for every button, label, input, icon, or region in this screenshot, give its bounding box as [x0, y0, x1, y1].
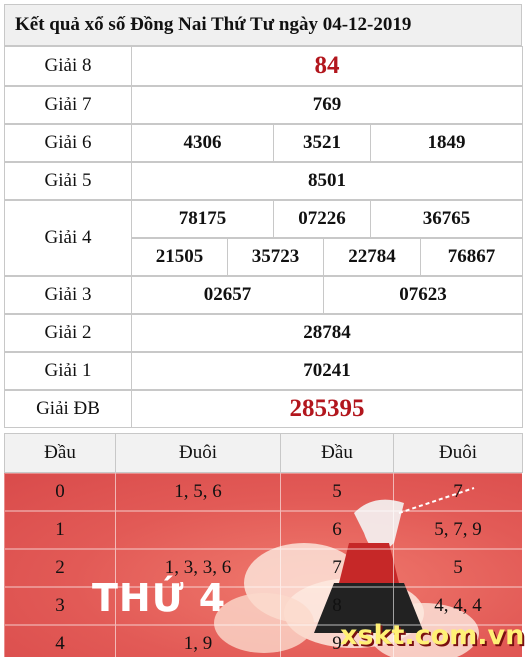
prize-number: 28784 [131, 314, 523, 352]
loto-cell: 1, 5, 6 [115, 473, 281, 511]
prize-number: 36765 [370, 200, 523, 238]
prize-number: 769 [131, 86, 523, 124]
prize-number: 70241 [131, 352, 523, 390]
prize-number: 4306 [131, 124, 274, 162]
prize-number: 78175 [131, 200, 274, 238]
prize-name: Giải ĐB [4, 390, 132, 428]
prize-number: 02657 [131, 276, 324, 314]
prize-name: Giải 2 [4, 314, 132, 352]
prize-number: 285395 [131, 390, 523, 428]
loto-cell: 7 [393, 473, 523, 511]
prize-number: 35723 [227, 238, 324, 276]
loto-header: Đuôi [115, 433, 281, 473]
prize-number: 07226 [273, 200, 371, 238]
prize-name: Giải 6 [4, 124, 132, 162]
prize-number: 1849 [370, 124, 523, 162]
illustration [214, 487, 479, 657]
loto-cell: 1, 9 [115, 625, 281, 657]
loto-cell [393, 625, 523, 657]
loto-header: Đuôi [393, 433, 523, 473]
loto-cell: 4 [4, 625, 116, 657]
prize-number: 21505 [131, 238, 228, 276]
banner-day: THỨ 4 [92, 576, 227, 620]
loto-cell: 5, 7, 9 [393, 511, 523, 549]
prize-name: Giải 1 [4, 352, 132, 390]
prize-name: Giải 3 [4, 276, 132, 314]
loto-header: Đầu [280, 433, 394, 473]
prize-number: 07623 [323, 276, 523, 314]
prize-number: 76867 [420, 238, 523, 276]
prize-name: Giải 7 [4, 86, 132, 124]
loto-cell [115, 511, 281, 549]
loto-cell: 0 [4, 473, 116, 511]
loto-cell [115, 587, 281, 625]
prize-name: Giải 4 [4, 200, 132, 276]
loto-header: Đầu [4, 433, 116, 473]
loto-background [4, 473, 522, 657]
loto-cell: 9 [280, 625, 394, 657]
prize-number: 84 [131, 46, 523, 86]
prize-name: Giải 5 [4, 162, 132, 200]
prize-name: Giải 8 [4, 46, 132, 86]
loto-cell: 3 [4, 587, 116, 625]
loto-cell: 6 [280, 511, 394, 549]
title: Kết quả xổ số Đồng Nai Thứ Tư ngày 04-12… [4, 4, 522, 46]
prize-number: 3521 [273, 124, 371, 162]
loto-cell: 1 [4, 511, 116, 549]
loto-cell: 4, 4, 4 [393, 587, 523, 625]
loto-cell: 7 [280, 549, 394, 587]
prize-number: 22784 [323, 238, 421, 276]
loto-cell: 5 [393, 549, 523, 587]
loto-cell: 2 [4, 549, 116, 587]
loto-cell: 5 [280, 473, 394, 511]
banner-site: xskt.com.vn [340, 620, 525, 651]
loto-cell: 8 [280, 587, 394, 625]
loto-cell: 1, 3, 3, 6 [115, 549, 281, 587]
prize-number: 8501 [131, 162, 523, 200]
